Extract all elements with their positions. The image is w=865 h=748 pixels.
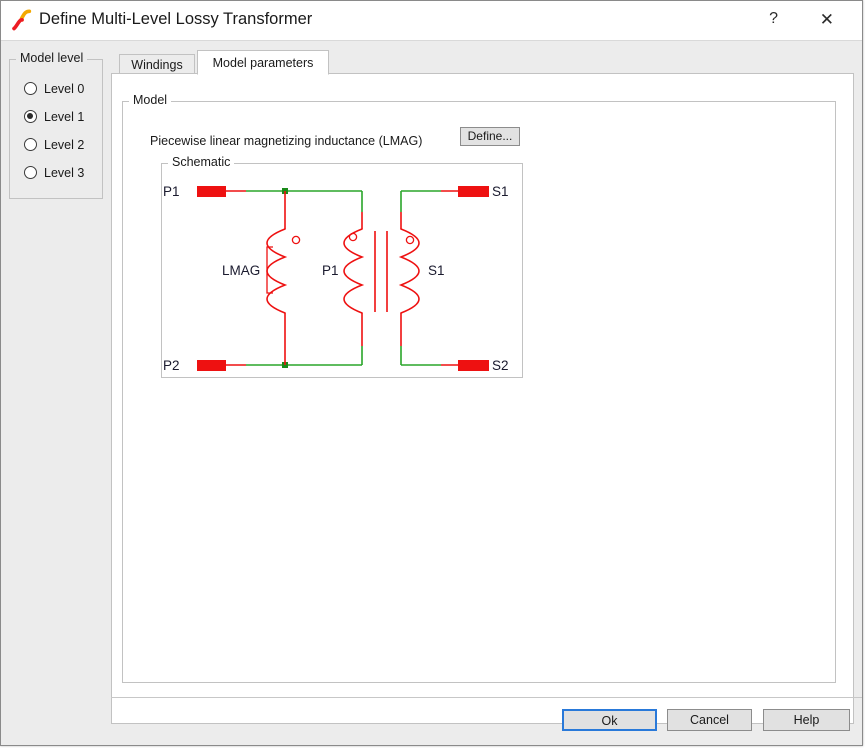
svg-text:S2: S2	[492, 358, 509, 373]
svg-text:LMAG: LMAG	[222, 263, 260, 278]
svg-text:S1: S1	[428, 263, 445, 278]
svg-text:P1: P1	[163, 184, 180, 199]
svg-text:P1: P1	[322, 263, 339, 278]
svg-text:P2: P2	[163, 358, 180, 373]
svg-text:S1: S1	[492, 184, 509, 199]
